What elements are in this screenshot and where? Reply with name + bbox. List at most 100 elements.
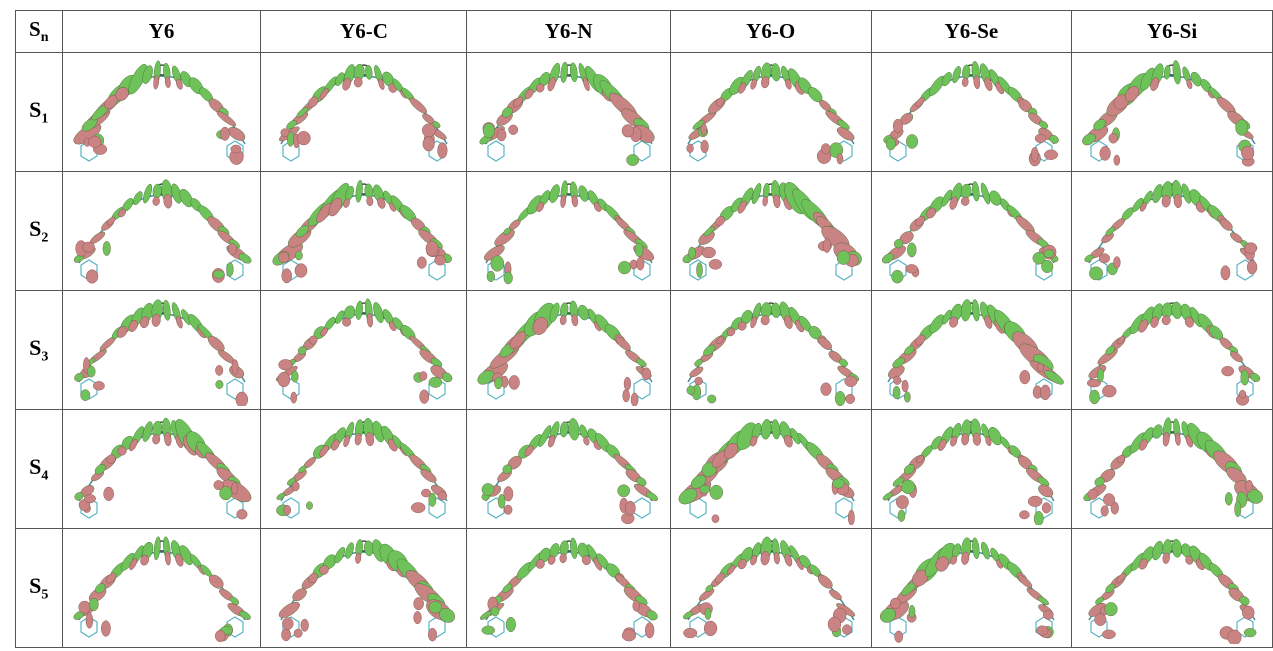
- orbital-lobe: [907, 134, 919, 148]
- image-cell: [1072, 172, 1273, 291]
- orbital-lobe: [895, 631, 903, 643]
- orbital-lobe: [228, 244, 236, 255]
- orbital-lobe: [1225, 492, 1232, 505]
- orbital-lobe: [1236, 120, 1248, 136]
- orbital-lobe: [426, 241, 438, 256]
- orbital-lobe: [559, 315, 566, 325]
- table-row: S2: [16, 172, 1273, 291]
- orbital-lobe: [709, 259, 722, 269]
- orbital-lobe: [429, 601, 442, 613]
- orbital-lobe: [89, 598, 98, 611]
- orbital-lobe: [492, 227, 517, 249]
- orbital-lobe: [1037, 363, 1044, 372]
- orbital-lobe: [235, 392, 247, 406]
- orbital-lobe: [842, 625, 851, 635]
- orbital-image: [676, 532, 866, 644]
- orbital-lobe: [230, 145, 240, 153]
- orbital-lobe: [1088, 489, 1098, 499]
- orbital-lobe: [1095, 613, 1107, 625]
- orbital-lobe: [438, 143, 448, 159]
- image-cell: [670, 291, 871, 410]
- image-cell: [261, 291, 467, 410]
- orbital-lobe: [491, 607, 499, 616]
- table-row: S4: [16, 410, 1273, 529]
- orbital-lobe: [1247, 260, 1257, 274]
- orbital-lobe: [291, 371, 298, 383]
- orbital-lobe: [428, 628, 436, 641]
- orbital-lobe: [1245, 243, 1257, 254]
- orbital-lobe: [1020, 370, 1030, 384]
- orbital-lobe: [504, 505, 512, 514]
- orbital-lobe: [215, 380, 222, 388]
- image-cell: [261, 53, 467, 172]
- image-cell: [62, 291, 261, 410]
- orbital-image: [876, 413, 1066, 525]
- orbital-lobe: [837, 154, 843, 164]
- column-header: Y6: [62, 11, 261, 53]
- orbital-lobe: [278, 372, 290, 387]
- orbital-image: [876, 294, 1066, 406]
- orbital-lobe: [891, 598, 901, 609]
- orbital-lobe: [508, 125, 517, 135]
- orbital-lobe: [902, 480, 916, 494]
- orbital-lobe: [1089, 267, 1102, 280]
- orbital-lobe: [291, 392, 297, 403]
- orbital-image: [876, 56, 1066, 168]
- orbital-lobe: [962, 77, 969, 87]
- orbital-lobe: [686, 386, 694, 395]
- orbital-lobe: [88, 136, 101, 148]
- orbital-lobe: [438, 492, 447, 500]
- orbital-lobe: [226, 262, 233, 276]
- row-label: S4: [16, 410, 63, 529]
- orbital-lobe: [618, 261, 631, 274]
- orbital-lobe: [490, 256, 503, 272]
- orbital-lobe: [101, 621, 110, 637]
- orbital-lobe: [1020, 511, 1030, 519]
- orbital-lobe: [294, 629, 302, 638]
- orbital-lobe: [902, 380, 908, 392]
- orbital-lobe: [1102, 630, 1115, 639]
- orbital-lobe: [506, 617, 516, 632]
- orbital-lobe: [297, 131, 310, 145]
- orbital-lobe: [86, 270, 98, 284]
- orbital-lobe: [700, 140, 708, 153]
- image-cell: [467, 529, 670, 648]
- orbital-lobe: [1041, 385, 1051, 400]
- orbital-lobe: [1028, 496, 1042, 507]
- orbital-lobe: [823, 238, 830, 252]
- table-row: S3: [16, 291, 1273, 410]
- orbital-lobe: [231, 359, 237, 374]
- orbital-image: [269, 56, 459, 168]
- orbital-lobe: [828, 617, 841, 632]
- orbital-lobe: [569, 62, 578, 82]
- orbital-lobe: [636, 257, 643, 270]
- orbital-lobe: [213, 480, 223, 489]
- orbital-lobe: [972, 537, 981, 559]
- orbital-lobe: [281, 629, 290, 641]
- orbital-lobe: [622, 124, 634, 137]
- orbital-lobe: [284, 505, 291, 515]
- orbital-lobe: [85, 613, 92, 629]
- orbital-lobe: [1090, 390, 1100, 404]
- orbital-lobe: [1037, 626, 1049, 636]
- image-cell: [871, 172, 1072, 291]
- image-cell: [467, 410, 670, 529]
- orbital-lobe: [699, 485, 709, 493]
- orbital-lobe: [1109, 133, 1118, 143]
- orbital-lobe: [414, 597, 424, 609]
- label-subscript: 4: [41, 468, 48, 483]
- orbital-lobe: [1035, 134, 1046, 143]
- orbital-lobe: [705, 608, 711, 620]
- image-cell: [62, 53, 261, 172]
- orbital-lobe: [292, 481, 299, 491]
- orbital-lobe: [366, 196, 373, 206]
- orbital-lobe: [832, 479, 844, 489]
- orbital-lobe: [951, 65, 963, 84]
- orbital-lobe: [93, 381, 104, 390]
- orbital-lobe: [972, 181, 981, 202]
- image-cell: [670, 410, 871, 529]
- orbital-lobe: [365, 65, 373, 80]
- label-base: S: [29, 97, 41, 122]
- orbital-lobe: [295, 251, 302, 260]
- label-base: S: [29, 335, 41, 360]
